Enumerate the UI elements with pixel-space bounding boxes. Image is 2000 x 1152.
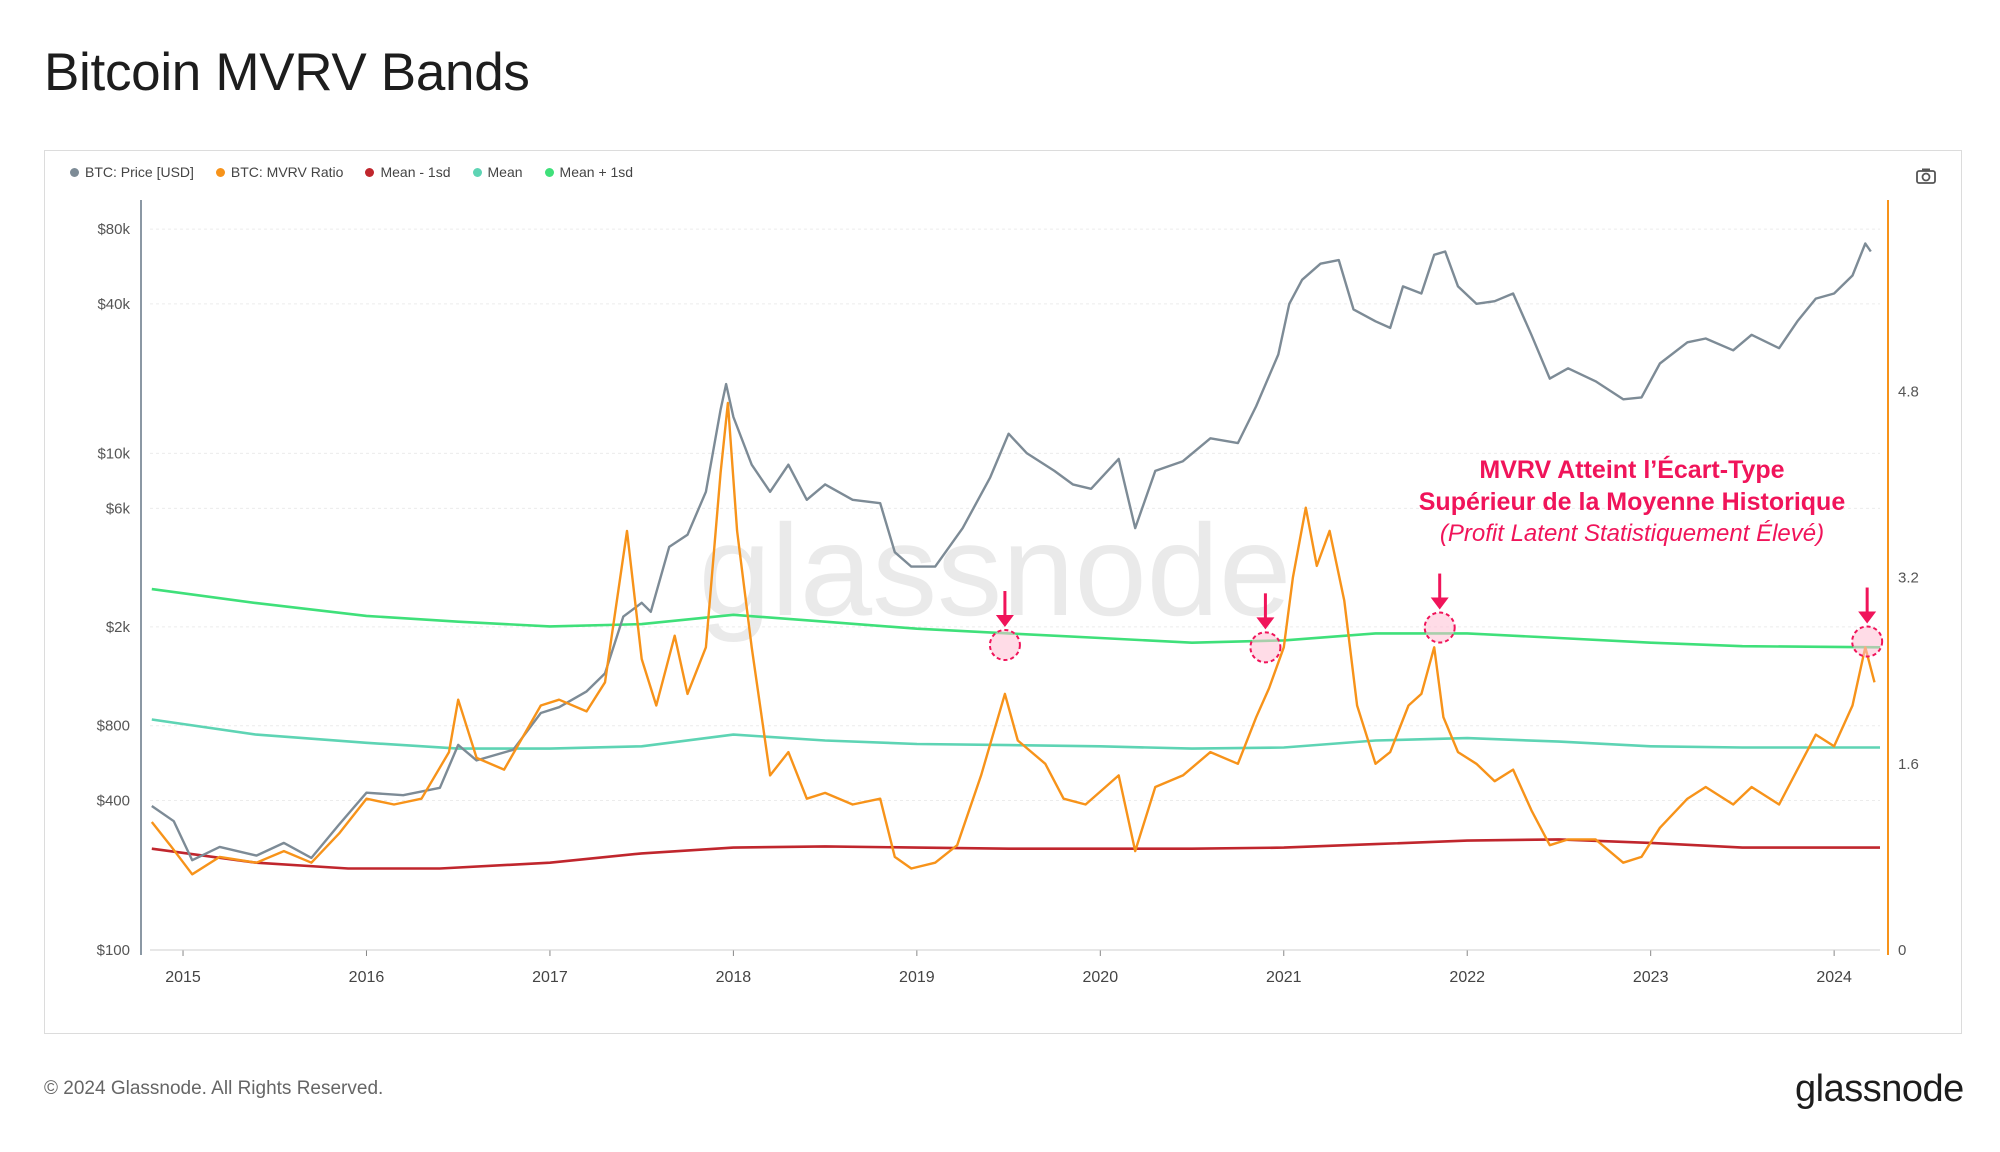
y-left-tick-label: $400 <box>97 792 130 809</box>
highlight-circle <box>1423 611 1456 644</box>
legend-dot-mean-plus-1sd <box>544 167 554 177</box>
y-right-tick-label: 3.2 <box>1898 570 1919 587</box>
legend-label-mvrv: BTC: MVRV Ratio <box>230 164 344 180</box>
camera-icon[interactable] <box>1915 167 1937 185</box>
chart-frame <box>44 150 1962 1034</box>
highlight-arrow-head <box>995 615 1014 628</box>
legend-dot-mean <box>472 167 482 177</box>
x-tick-label: 2023 <box>1633 969 1669 986</box>
series-mean-line <box>151 718 1880 750</box>
y-left-tick-label: $10k <box>97 445 130 462</box>
x-tick-label: 2019 <box>899 969 935 986</box>
highlight-arrow-head <box>1256 617 1275 630</box>
legend-dot-mvrv <box>215 167 225 177</box>
highlight-arrow-head <box>1858 611 1877 624</box>
annotation-line-3: (Profit Latent Statistiquement Élevé) <box>1440 520 1824 547</box>
y-right-tick-label: 1.6 <box>1898 756 1919 773</box>
x-tick-label: 2022 <box>1449 969 1485 986</box>
y-left-tick-label: $6k <box>106 500 131 517</box>
legend-label-price: BTC: Price [USD] <box>85 164 194 180</box>
x-tick-label: 2021 <box>1266 969 1302 986</box>
watermark: glassnode <box>699 497 1292 643</box>
highlight-circle <box>1851 625 1884 658</box>
y-right-tick-label: 4.8 <box>1898 383 1919 400</box>
chart-legend: BTC: Price [USD] BTC: MVRV Ratio Mean - … <box>70 164 633 180</box>
legend-item-mean-minus-1sd[interactable]: Mean - 1sd <box>365 164 451 180</box>
x-tick-label: 2020 <box>1083 969 1119 986</box>
y-right-tick-label: 0 <box>1898 942 1906 959</box>
x-tick-label: 2024 <box>1816 969 1852 986</box>
x-tick-label: 2017 <box>532 969 568 986</box>
glassnode-logo: glassnode <box>1795 1068 1964 1110</box>
legend-item-price[interactable]: BTC: Price [USD] <box>70 164 194 180</box>
legend-dot-mean-minus-1sd <box>365 167 375 177</box>
y-left-tick-label: $2k <box>106 619 131 636</box>
y-left-tick-label: $800 <box>97 718 130 735</box>
annotation-line-1: MVRV Atteint l’Écart-Type <box>1479 455 1784 484</box>
x-tick-label: 2015 <box>165 969 201 986</box>
y-left-tick-label: $80k <box>97 221 130 238</box>
legend-item-mean-plus-1sd[interactable]: Mean + 1sd <box>544 164 634 180</box>
legend-label-mean-minus-1sd: Mean - 1sd <box>380 164 451 180</box>
copyright-footer: © 2024 Glassnode. All Rights Reserved. <box>44 1078 384 1099</box>
series-price-line <box>151 242 1872 862</box>
annotation-line-2: Supérieur de la Moyenne Historique <box>1419 488 1846 516</box>
y-left-tick-label: $40k <box>97 296 130 313</box>
highlight-circle <box>1249 631 1282 664</box>
x-tick-label: 2018 <box>716 969 752 986</box>
highlight-circle <box>988 629 1021 662</box>
page-title: Bitcoin MVRV Bands <box>44 43 530 102</box>
legend-label-mean: Mean <box>487 164 523 180</box>
legend-item-mvrv[interactable]: BTC: MVRV Ratio <box>215 164 344 180</box>
series-mvrv-line <box>150 401 1876 876</box>
legend-item-mean[interactable]: Mean <box>472 164 523 180</box>
y-left-tick-label: $100 <box>97 942 130 959</box>
highlight-arrow-head <box>1430 597 1449 610</box>
x-tick-label: 2016 <box>349 969 385 986</box>
series-mean-minus-1sd-line <box>151 838 1880 870</box>
legend-dot-price <box>70 167 79 177</box>
legend-label-mean-plus-1sd: Mean + 1sd <box>559 164 634 180</box>
